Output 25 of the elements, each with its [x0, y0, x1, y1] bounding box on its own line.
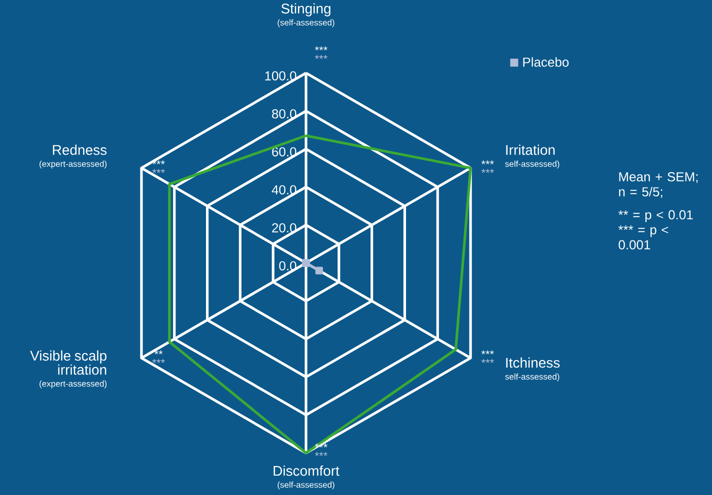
spoke-label: Irritation	[506, 144, 555, 155]
text: ***	[481, 160, 494, 164]
text: self-assessed)	[505, 160, 560, 169]
spoke-label: Visible scalp irritation	[30, 350, 106, 375]
spoke-label: Redness	[52, 144, 107, 155]
text: ***	[481, 350, 494, 354]
spoke-label: Itchiness	[506, 357, 560, 368]
text: ***	[314, 46, 328, 50]
text: **	[154, 350, 163, 354]
text: ***	[314, 452, 328, 456]
text: (expert-assessed)	[40, 160, 107, 169]
text: Mean + SEM; n = 5/5;	[619, 172, 698, 198]
text: ***	[481, 168, 494, 173]
spoke-label: Stinging	[281, 3, 330, 16]
legend-label: Placebo	[523, 57, 569, 67]
text: ***	[314, 54, 328, 59]
text: ***	[481, 358, 494, 363]
text: self-assessed)	[505, 373, 560, 382]
text: (self-assessed)	[278, 482, 334, 490]
text: ** = p < 0.01 *** = p < 0.001	[618, 210, 693, 250]
text: (expert-assessed)	[40, 380, 107, 388]
text: (self-assessed)	[278, 19, 334, 28]
text: ***	[152, 168, 165, 173]
spoke-label: Discomfort	[274, 466, 340, 476]
text: ***	[152, 358, 165, 363]
